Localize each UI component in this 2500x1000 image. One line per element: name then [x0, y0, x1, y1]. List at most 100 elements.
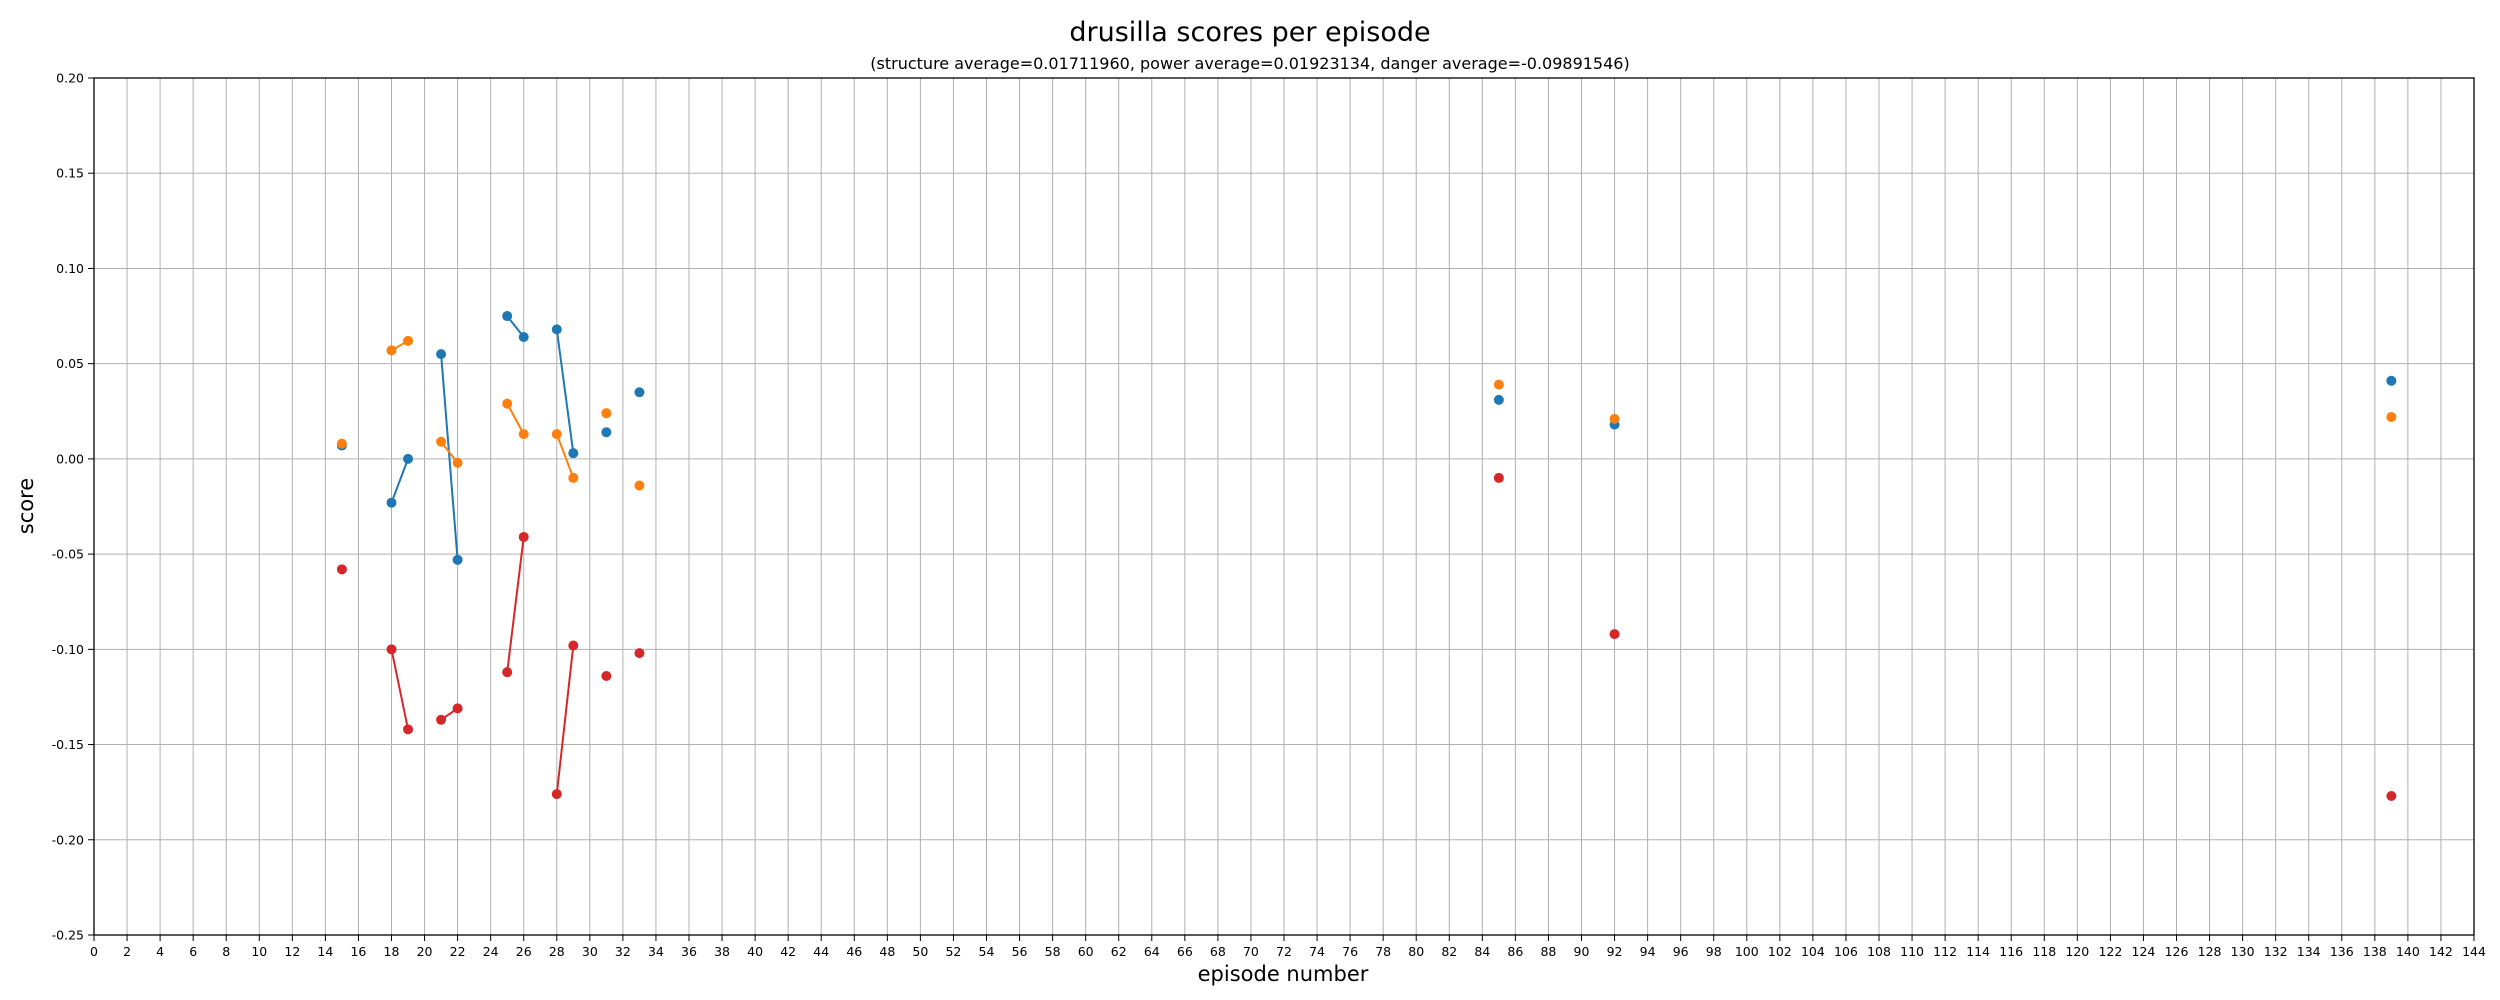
y-tick-label: 0.05: [56, 356, 84, 371]
x-tick-label: 74: [1309, 944, 1325, 959]
data-point: [1493, 379, 1504, 390]
data-point: [568, 448, 579, 459]
x-tick-label: 136: [2330, 944, 2354, 959]
x-tick-label: 122: [2098, 944, 2122, 959]
x-tick-label: 92: [1607, 944, 1623, 959]
y-tick-label: 0.00: [56, 451, 84, 466]
data-point: [502, 398, 513, 409]
data-point: [551, 429, 562, 440]
grid: [93, 77, 2475, 936]
x-tick-label: 56: [1012, 944, 1028, 959]
x-tick-label: 60: [1078, 944, 1094, 959]
data-point: [2386, 375, 2397, 386]
x-tick-label: 58: [1045, 944, 1061, 959]
x-tick-label: 6: [189, 944, 197, 959]
x-tick-label: 120: [2065, 944, 2089, 959]
x-tick-label: 84: [1474, 944, 1490, 959]
x-tick-label: 90: [1574, 944, 1590, 959]
data-point: [436, 436, 447, 447]
x-tick-label: 24: [483, 944, 499, 959]
data-point: [452, 457, 463, 468]
data-point: [436, 349, 447, 360]
x-tick-label: 40: [747, 944, 763, 959]
data-point: [452, 554, 463, 565]
x-tick-label: 2: [123, 944, 131, 959]
series-line: [555, 433, 575, 479]
x-tick-label: 32: [615, 944, 631, 959]
data-point: [518, 429, 529, 440]
x-tick-label: 70: [1243, 944, 1259, 959]
x-tick-label: 26: [516, 944, 532, 959]
y-tick-label: 0.10: [56, 261, 84, 276]
x-tick-label: 42: [780, 944, 796, 959]
x-tick-label: 108: [1867, 944, 1891, 959]
data-point: [336, 438, 347, 449]
axis-ticks: 0 2 4 6 8 10 12 14 16 18 20 22 24 26 28 30 32 34 36 38 40 42 4…: [52, 71, 2486, 960]
data-point: [403, 335, 414, 346]
chart-title: drusilla scores per episode: [1069, 17, 1430, 48]
data-point: [551, 324, 562, 335]
x-tick-label: 50: [912, 944, 928, 959]
x-tick-label: 124: [2132, 944, 2156, 959]
data-point: [502, 667, 513, 678]
x-tick-label: 68: [1210, 944, 1226, 959]
y-tick-label: 0.15: [56, 166, 84, 181]
data-point: [386, 497, 397, 508]
x-tick-label: 98: [1706, 944, 1722, 959]
data-point: [518, 332, 529, 343]
x-tick-label: 138: [2363, 944, 2387, 959]
x-tick-label: 100: [1735, 944, 1759, 959]
x-tick-label: 34: [648, 944, 664, 959]
data-point: [403, 453, 414, 464]
x-tick-label: 66: [1177, 944, 1193, 959]
chart-subtitle: (structure average=0.01711960, power ave…: [870, 54, 1629, 73]
x-tick-label: 104: [1801, 944, 1825, 959]
x-tick-label: 140: [2396, 944, 2420, 959]
data-point: [634, 648, 645, 659]
x-tick-label: 28: [549, 944, 565, 959]
y-tick-label: 0.20: [56, 71, 84, 86]
data-point: [601, 408, 612, 419]
x-tick-label: 38: [714, 944, 730, 959]
data-point: [634, 480, 645, 491]
y-tick-label: -0.20: [52, 832, 84, 847]
series-line: [390, 649, 410, 730]
x-tick-label: 112: [1933, 944, 1957, 959]
data-point: [568, 472, 579, 483]
y-tick-label: -0.25: [52, 928, 84, 943]
x-tick-label: 132: [2264, 944, 2288, 959]
series-2: [336, 472, 2397, 801]
x-tick-label: 22: [450, 944, 466, 959]
data-point: [436, 714, 447, 725]
data-point: [1609, 629, 1620, 640]
data-point: [452, 703, 463, 714]
x-tick-label: 86: [1507, 944, 1523, 959]
data-point: [386, 644, 397, 655]
x-tick-label: 10: [251, 944, 267, 959]
x-tick-label: 62: [1111, 944, 1127, 959]
data-point: [551, 789, 562, 800]
data-point: [336, 564, 347, 575]
x-tick-label: 78: [1375, 944, 1391, 959]
x-tick-label: 118: [2032, 944, 2056, 959]
data-point: [386, 345, 397, 356]
series-line: [440, 354, 459, 560]
x-tick-label: 142: [2429, 944, 2453, 959]
data-point: [403, 724, 414, 735]
data-point: [2386, 411, 2397, 422]
x-tick-label: 30: [582, 944, 598, 959]
series-line: [506, 403, 525, 435]
data-point: [1493, 394, 1504, 405]
series-line: [555, 645, 575, 795]
x-tick-label: 20: [417, 944, 433, 959]
x-tick-label: 18: [384, 944, 400, 959]
series-0: [336, 311, 2397, 565]
x-tick-label: 44: [813, 944, 829, 959]
x-tick-label: 4: [156, 944, 164, 959]
x-tick-label: 116: [1999, 944, 2023, 959]
x-tick-label: 52: [945, 944, 961, 959]
x-tick-label: 94: [1640, 944, 1656, 959]
series-line: [390, 458, 409, 504]
x-tick-label: 82: [1441, 944, 1457, 959]
